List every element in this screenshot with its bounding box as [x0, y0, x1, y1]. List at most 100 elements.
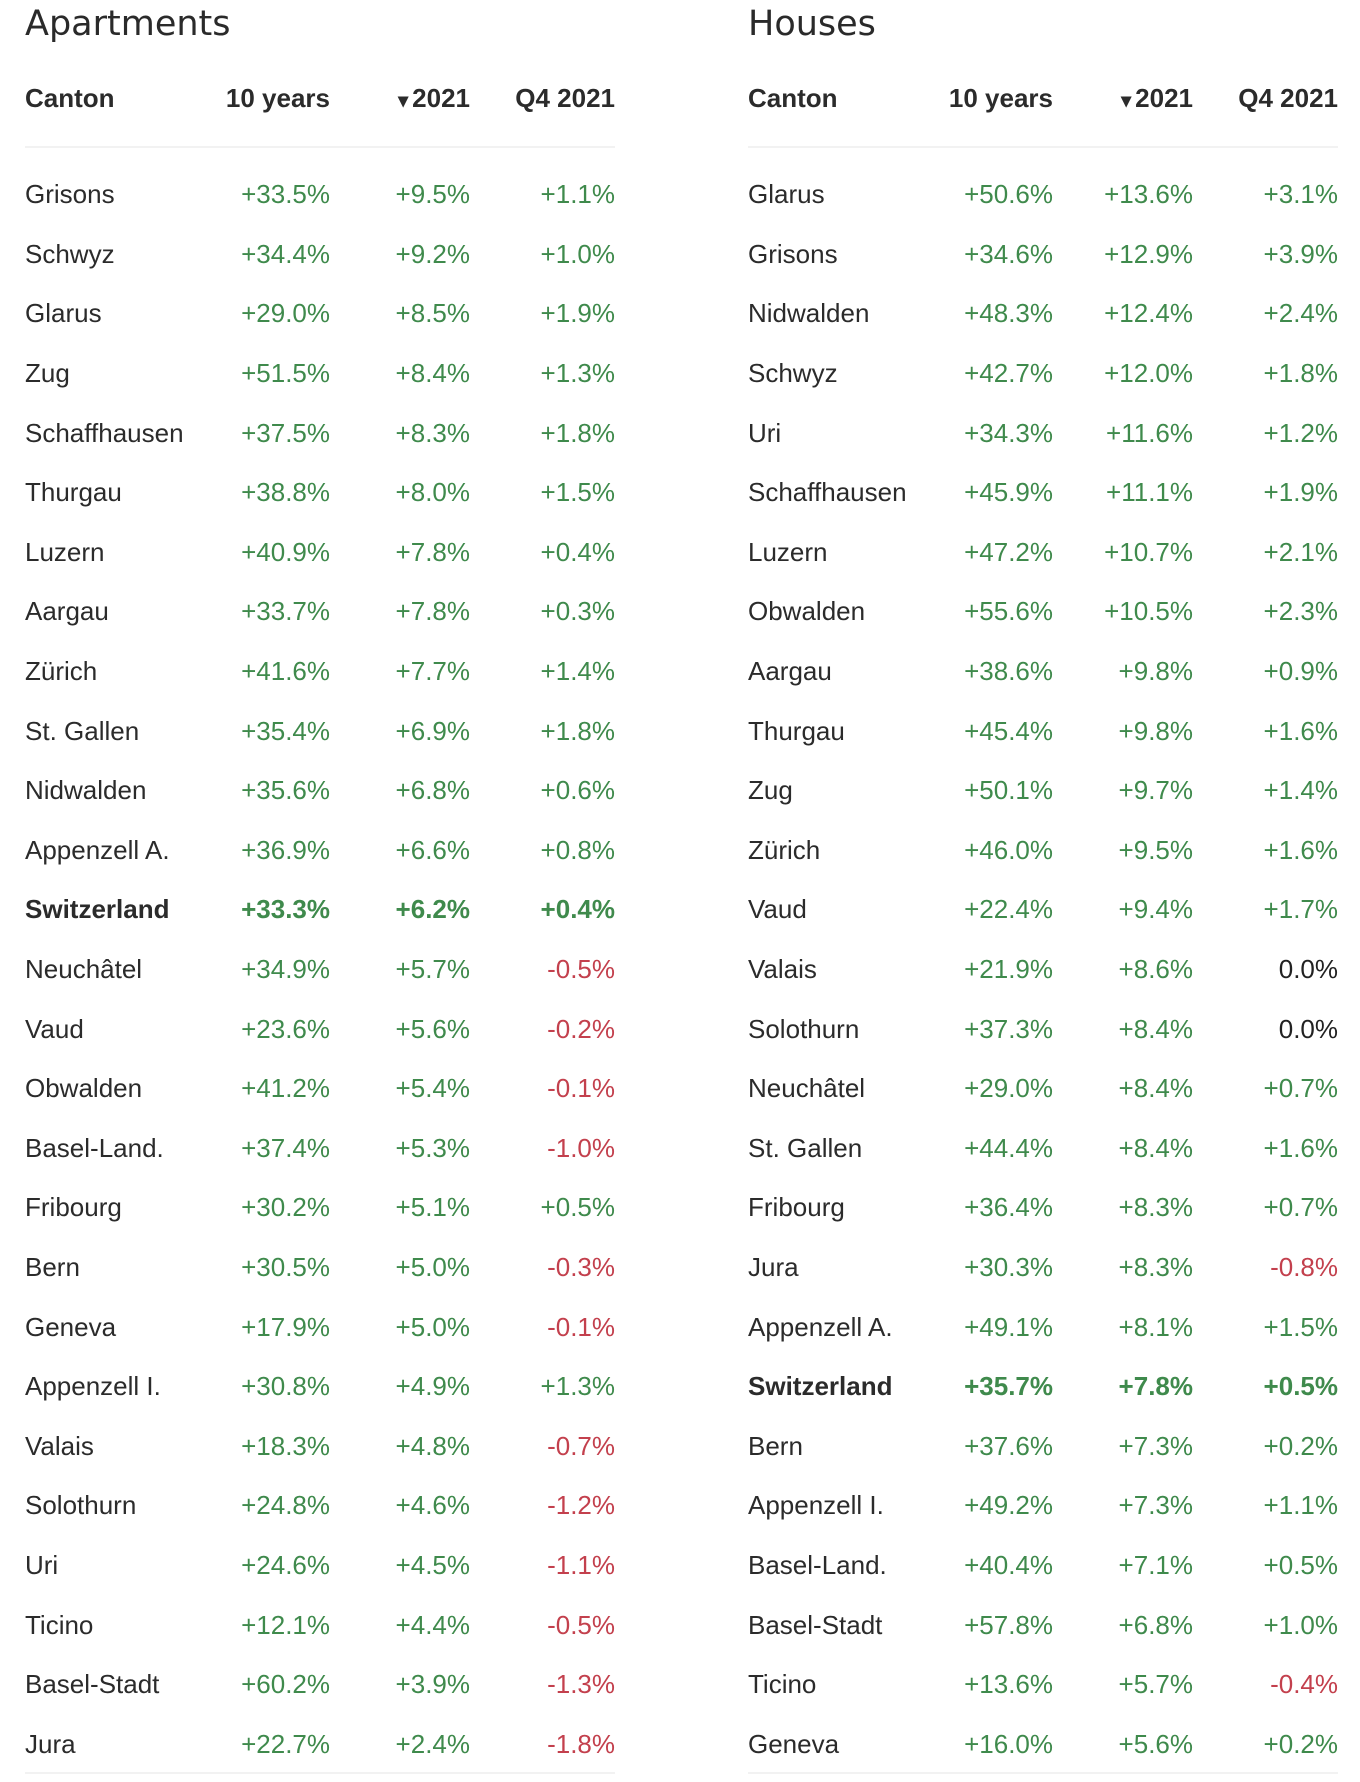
q4-2021-cell: -0.5%	[547, 954, 615, 985]
ten-years-cell: +22.4%	[964, 894, 1053, 925]
year-2021-cell: +8.3%	[1118, 1192, 1193, 1223]
year-2021-cell: +5.6%	[395, 1013, 470, 1044]
ten-years-cell: +35.7%	[964, 1371, 1053, 1402]
ten-years-cell: +30.5%	[241, 1251, 330, 1282]
q4-2021-cell: -0.7%	[547, 1430, 615, 1461]
year-2021-cell: +8.1%	[1118, 1311, 1193, 1342]
q4-2021-cell: +0.3%	[540, 596, 615, 627]
q4-2021-cell: +3.1%	[1263, 179, 1338, 210]
table-row: Thurgau +38.8% +8.0% +1.5%	[25, 463, 615, 523]
year-2021-cell: +3.9%	[395, 1669, 470, 1700]
q4-2021-cell: +0.6%	[540, 775, 615, 806]
ten-years-cell: +38.6%	[964, 656, 1053, 687]
q4-2021-cell: -0.3%	[547, 1251, 615, 1282]
ten-years-cell: +51.5%	[241, 358, 330, 389]
table-row: Appenzell I. +49.2% +7.3% +1.1%	[748, 1476, 1338, 1536]
ten-years-cell: +44.4%	[964, 1132, 1053, 1163]
canton-cell: Aargau	[25, 596, 109, 627]
year-2021-cell: +9.4%	[1118, 894, 1193, 925]
q4-2021-cell: +0.2%	[1263, 1728, 1338, 1759]
year-2021-column-header[interactable]: ▾ 2021	[330, 83, 470, 114]
canton-cell: St. Gallen	[25, 715, 140, 746]
canton-column-header[interactable]: Canton	[25, 82, 115, 113]
table-row: Obwalden +41.2% +5.4% -0.1%	[25, 1059, 615, 1119]
year-2021-label: 2021	[1135, 82, 1193, 113]
canton-cell: Jura	[748, 1251, 799, 1282]
table-row: Solothurn +24.8% +4.6% -1.2%	[25, 1476, 615, 1536]
year-2021-cell: +8.5%	[395, 298, 470, 329]
canton-cell: Fribourg	[748, 1192, 845, 1223]
year-2021-column-header[interactable]: ▾ 2021	[1053, 83, 1193, 114]
q4-2021-cell: +2.3%	[1263, 596, 1338, 627]
ten-years-cell: +37.6%	[964, 1430, 1053, 1461]
table-row: Fribourg +36.4% +8.3% +0.7%	[748, 1178, 1338, 1238]
q4-2021-cell: +1.2%	[1263, 417, 1338, 448]
q4-2021-cell: -1.1%	[547, 1549, 615, 1580]
table-row: Geneva +16.0% +5.6% +0.2%	[748, 1714, 1338, 1774]
canton-cell: Geneva	[748, 1728, 840, 1759]
q4-2021-cell: +1.6%	[1263, 834, 1338, 865]
ten-years-cell: +13.6%	[964, 1669, 1053, 1700]
ten-years-cell: +57.8%	[964, 1609, 1053, 1640]
q4-2021-cell: -0.8%	[1270, 1251, 1338, 1282]
year-2021-cell: +2.4%	[395, 1728, 470, 1759]
table-row: Nidwalden +48.3% +12.4% +2.4%	[748, 284, 1338, 344]
q4-2021-cell: +0.8%	[540, 834, 615, 865]
year-2021-cell: +12.9%	[1104, 238, 1193, 269]
canton-cell: Geneva	[25, 1311, 117, 1342]
ten-years-cell: +33.7%	[241, 596, 330, 627]
table-row: Fribourg +30.2% +5.1% +0.5%	[25, 1178, 615, 1238]
ten-years-cell: +41.2%	[241, 1073, 330, 1104]
q4-2021-cell: +1.8%	[1263, 358, 1338, 389]
ten-years-cell: +55.6%	[964, 596, 1053, 627]
table-row: Schaffhausen +37.5% +8.3% +1.8%	[25, 403, 615, 463]
q4-2021-cell: -0.1%	[547, 1311, 615, 1342]
apartments-header-row: Canton 10 years ▾ 2021 Q4 2021	[25, 50, 615, 148]
canton-cell: Ticino	[25, 1609, 94, 1640]
q4-2021-column-header[interactable]: Q4 2021	[1238, 82, 1338, 113]
q4-2021-cell: +1.0%	[540, 238, 615, 269]
canton-cell: Basel-Stadt	[25, 1669, 160, 1700]
canton-cell: Appenzell A.	[748, 1311, 893, 1342]
ten-years-cell: +34.3%	[964, 417, 1053, 448]
ten-years-cell: +18.3%	[241, 1430, 330, 1461]
canton-cell: Neuchâtel	[748, 1073, 866, 1104]
canton-cell: Glarus	[25, 298, 102, 329]
canton-cell: Luzern	[25, 536, 105, 567]
table-row: Bern +30.5% +5.0% -0.3%	[25, 1238, 615, 1298]
canton-cell: Nidwalden	[25, 775, 147, 806]
year-2021-cell: +7.1%	[1118, 1549, 1193, 1580]
sort-desc-icon: ▾	[398, 89, 409, 112]
canton-cell: Obwalden	[25, 1073, 143, 1104]
ten-years-cell: +45.9%	[964, 477, 1053, 508]
canton-cell: Aargau	[748, 656, 832, 687]
ten-years-column-header[interactable]: 10 years	[948, 82, 1053, 113]
table-row: Neuchâtel +29.0% +8.4% +0.7%	[748, 1059, 1338, 1119]
ten-years-cell: +50.1%	[964, 775, 1053, 806]
year-2021-cell: +5.1%	[395, 1192, 470, 1223]
year-2021-cell: +8.4%	[1118, 1132, 1193, 1163]
q4-2021-cell: +1.1%	[1263, 1490, 1338, 1521]
ten-years-cell: +49.2%	[964, 1490, 1053, 1521]
ten-years-cell: +48.3%	[964, 298, 1053, 329]
apartments-table-panel: Apartments Canton 10 years ▾ 2021 Q4 2021…	[25, 0, 615, 1774]
ten-years-cell: +47.2%	[964, 536, 1053, 567]
ten-years-cell: +24.8%	[241, 1490, 330, 1521]
ten-years-column-header[interactable]: 10 years	[225, 82, 330, 113]
year-2021-cell: +6.8%	[1118, 1609, 1193, 1640]
year-2021-cell: +8.4%	[1118, 1073, 1193, 1104]
q4-2021-cell: -1.3%	[547, 1669, 615, 1700]
table-row: Zug +50.1% +9.7% +1.4%	[748, 761, 1338, 821]
ten-years-cell: +40.9%	[241, 536, 330, 567]
ten-years-cell: +41.6%	[241, 656, 330, 687]
year-2021-cell: +5.7%	[395, 954, 470, 985]
ten-years-cell: +29.0%	[241, 298, 330, 329]
q4-2021-cell: +1.8%	[540, 715, 615, 746]
canton-column-header[interactable]: Canton	[748, 82, 838, 113]
q4-2021-column-header[interactable]: Q4 2021	[515, 82, 615, 113]
q4-2021-cell: +1.7%	[1263, 894, 1338, 925]
q4-2021-cell: +0.4%	[540, 536, 615, 567]
year-2021-cell: +5.7%	[1118, 1669, 1193, 1700]
ten-years-cell: +37.3%	[964, 1013, 1053, 1044]
year-2021-cell: +4.8%	[395, 1430, 470, 1461]
